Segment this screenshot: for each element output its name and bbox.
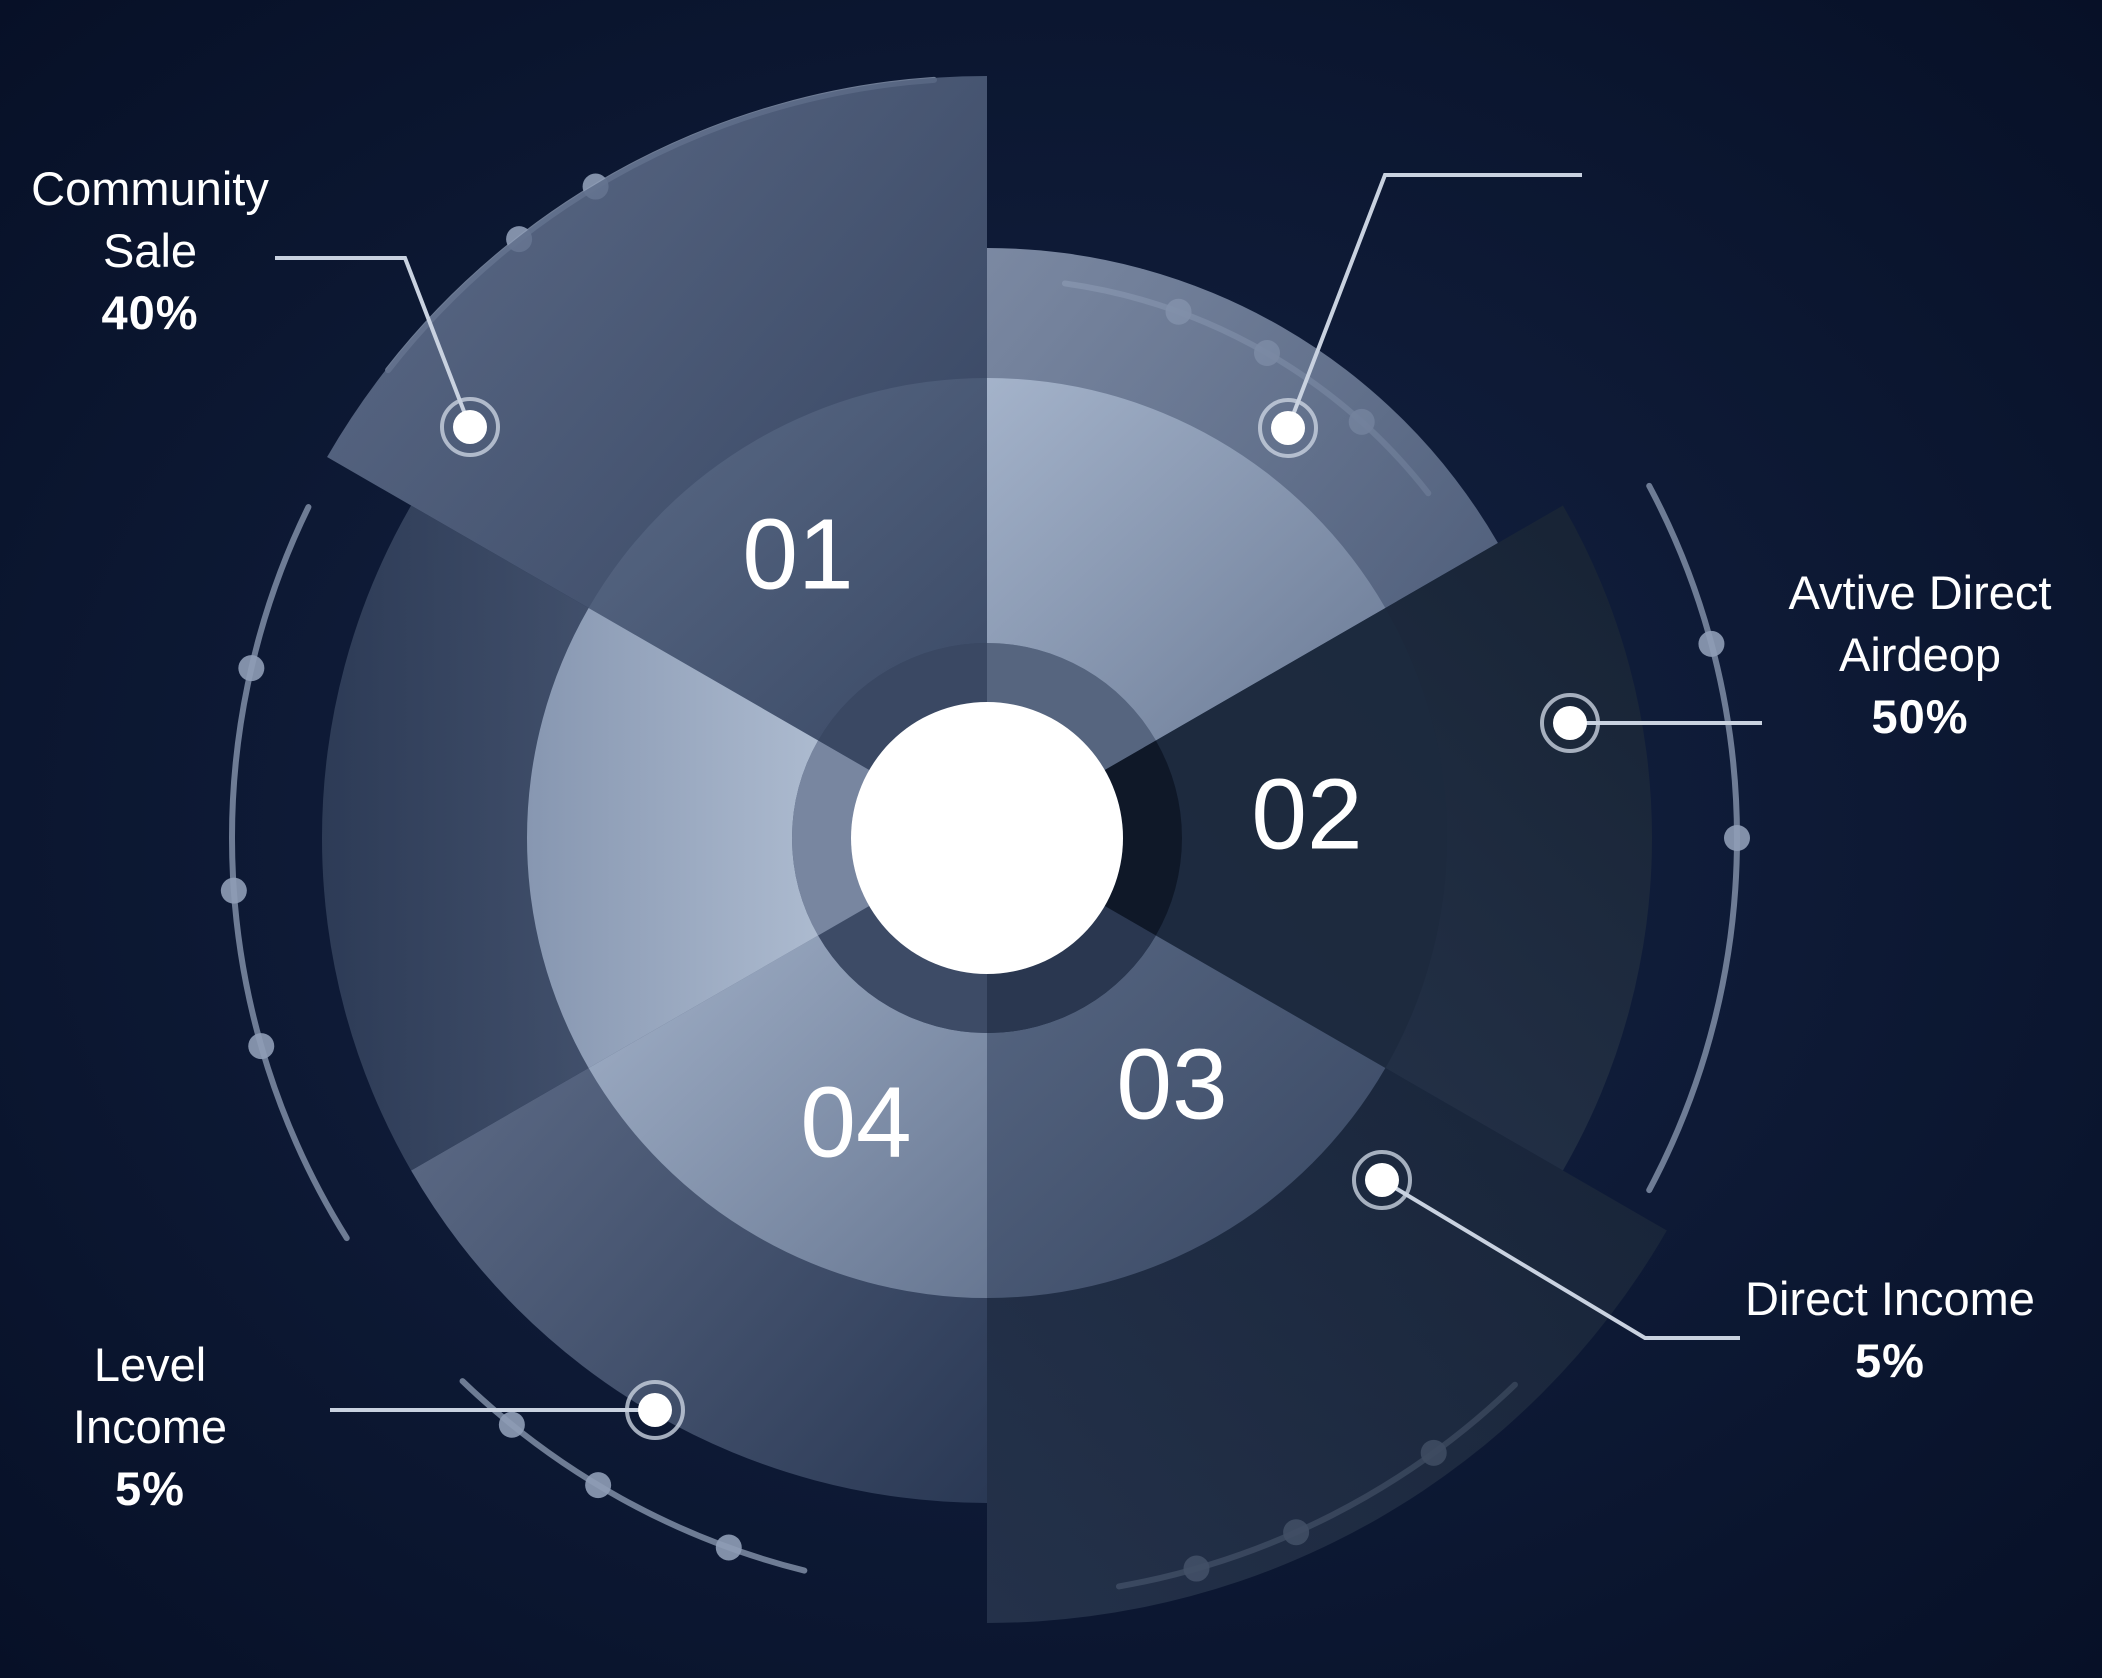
middle-ring-segment — [987, 378, 1386, 741]
deco-arc-dot — [715, 1534, 742, 1561]
deco-arc — [229, 504, 350, 1242]
inner-ring — [792, 642, 1183, 1034]
segment-name: Community Sale — [31, 162, 269, 278]
marker-ring — [625, 1380, 685, 1440]
deco-arc-dot — [220, 877, 247, 904]
deco-arc-dot — [1698, 630, 1725, 657]
marker-dot — [1271, 411, 1305, 445]
marker-dot — [453, 410, 487, 444]
label-direct-income: Direct Income 5% — [1720, 1268, 2060, 1392]
segment-number-04: 04 — [800, 1066, 911, 1178]
leader-line — [1380, 1178, 1740, 1340]
marker-ring — [1258, 398, 1318, 458]
segment-percent: 5% — [1855, 1334, 1925, 1388]
middle-ring-segment — [987, 935, 1386, 1298]
segment-name: Level Income — [72, 1338, 228, 1454]
segment-name: Avtive Direct Airdeop — [1788, 566, 2052, 682]
inner-ring-segment — [987, 642, 1156, 770]
marker-ring — [1540, 693, 1600, 753]
deco-arc-dot — [498, 1411, 525, 1438]
marker-dot — [1365, 1163, 1399, 1197]
marker-dot — [1553, 706, 1587, 740]
middle-ring-segment — [588, 935, 987, 1298]
inner-ring-segment — [987, 906, 1156, 1034]
segment-percent: 50% — [1871, 690, 1969, 744]
inner-ring-segment — [1104, 740, 1183, 936]
segment-number-01: 01 — [742, 498, 853, 610]
middle-ring-segment — [1155, 608, 1447, 1068]
deco-arc-dot — [1724, 825, 1750, 851]
label-active-direct-airdrop: Avtive Direct Airdeop 50% — [1760, 562, 2080, 748]
inner-ring-segment — [792, 740, 870, 936]
segment-percent: 40% — [101, 286, 199, 340]
segment-number-02: 02 — [1251, 758, 1362, 870]
inner-ring-segment — [818, 643, 987, 770]
middle-ring-segment — [527, 608, 819, 1068]
center-circle — [851, 702, 1123, 974]
deco-arc-dot — [248, 1033, 275, 1060]
deco-arc-dot — [238, 655, 265, 682]
deco-arc — [459, 1378, 808, 1574]
deco-arc-dot — [585, 1472, 612, 1499]
leader-line — [1286, 173, 1582, 429]
marker-ring — [440, 397, 500, 457]
middle-ring-segment — [588, 378, 987, 741]
marker-ring — [1352, 1150, 1412, 1210]
segment-number-03: 03 — [1116, 1028, 1227, 1140]
leader-line — [275, 256, 472, 428]
segment-name: Direct Income — [1745, 1272, 2035, 1325]
leader-lines — [275, 173, 1762, 1440]
label-community-sale: Community Sale 40% — [10, 158, 290, 344]
marker-dot — [638, 1393, 672, 1427]
middle-ring — [527, 378, 1447, 1298]
segment-numbers: 01 02 03 04 — [742, 498, 1362, 1178]
inner-ring-segment — [818, 906, 987, 1034]
label-level-income: Level Income 5% — [40, 1334, 260, 1520]
segment-percent: 5% — [115, 1462, 185, 1516]
